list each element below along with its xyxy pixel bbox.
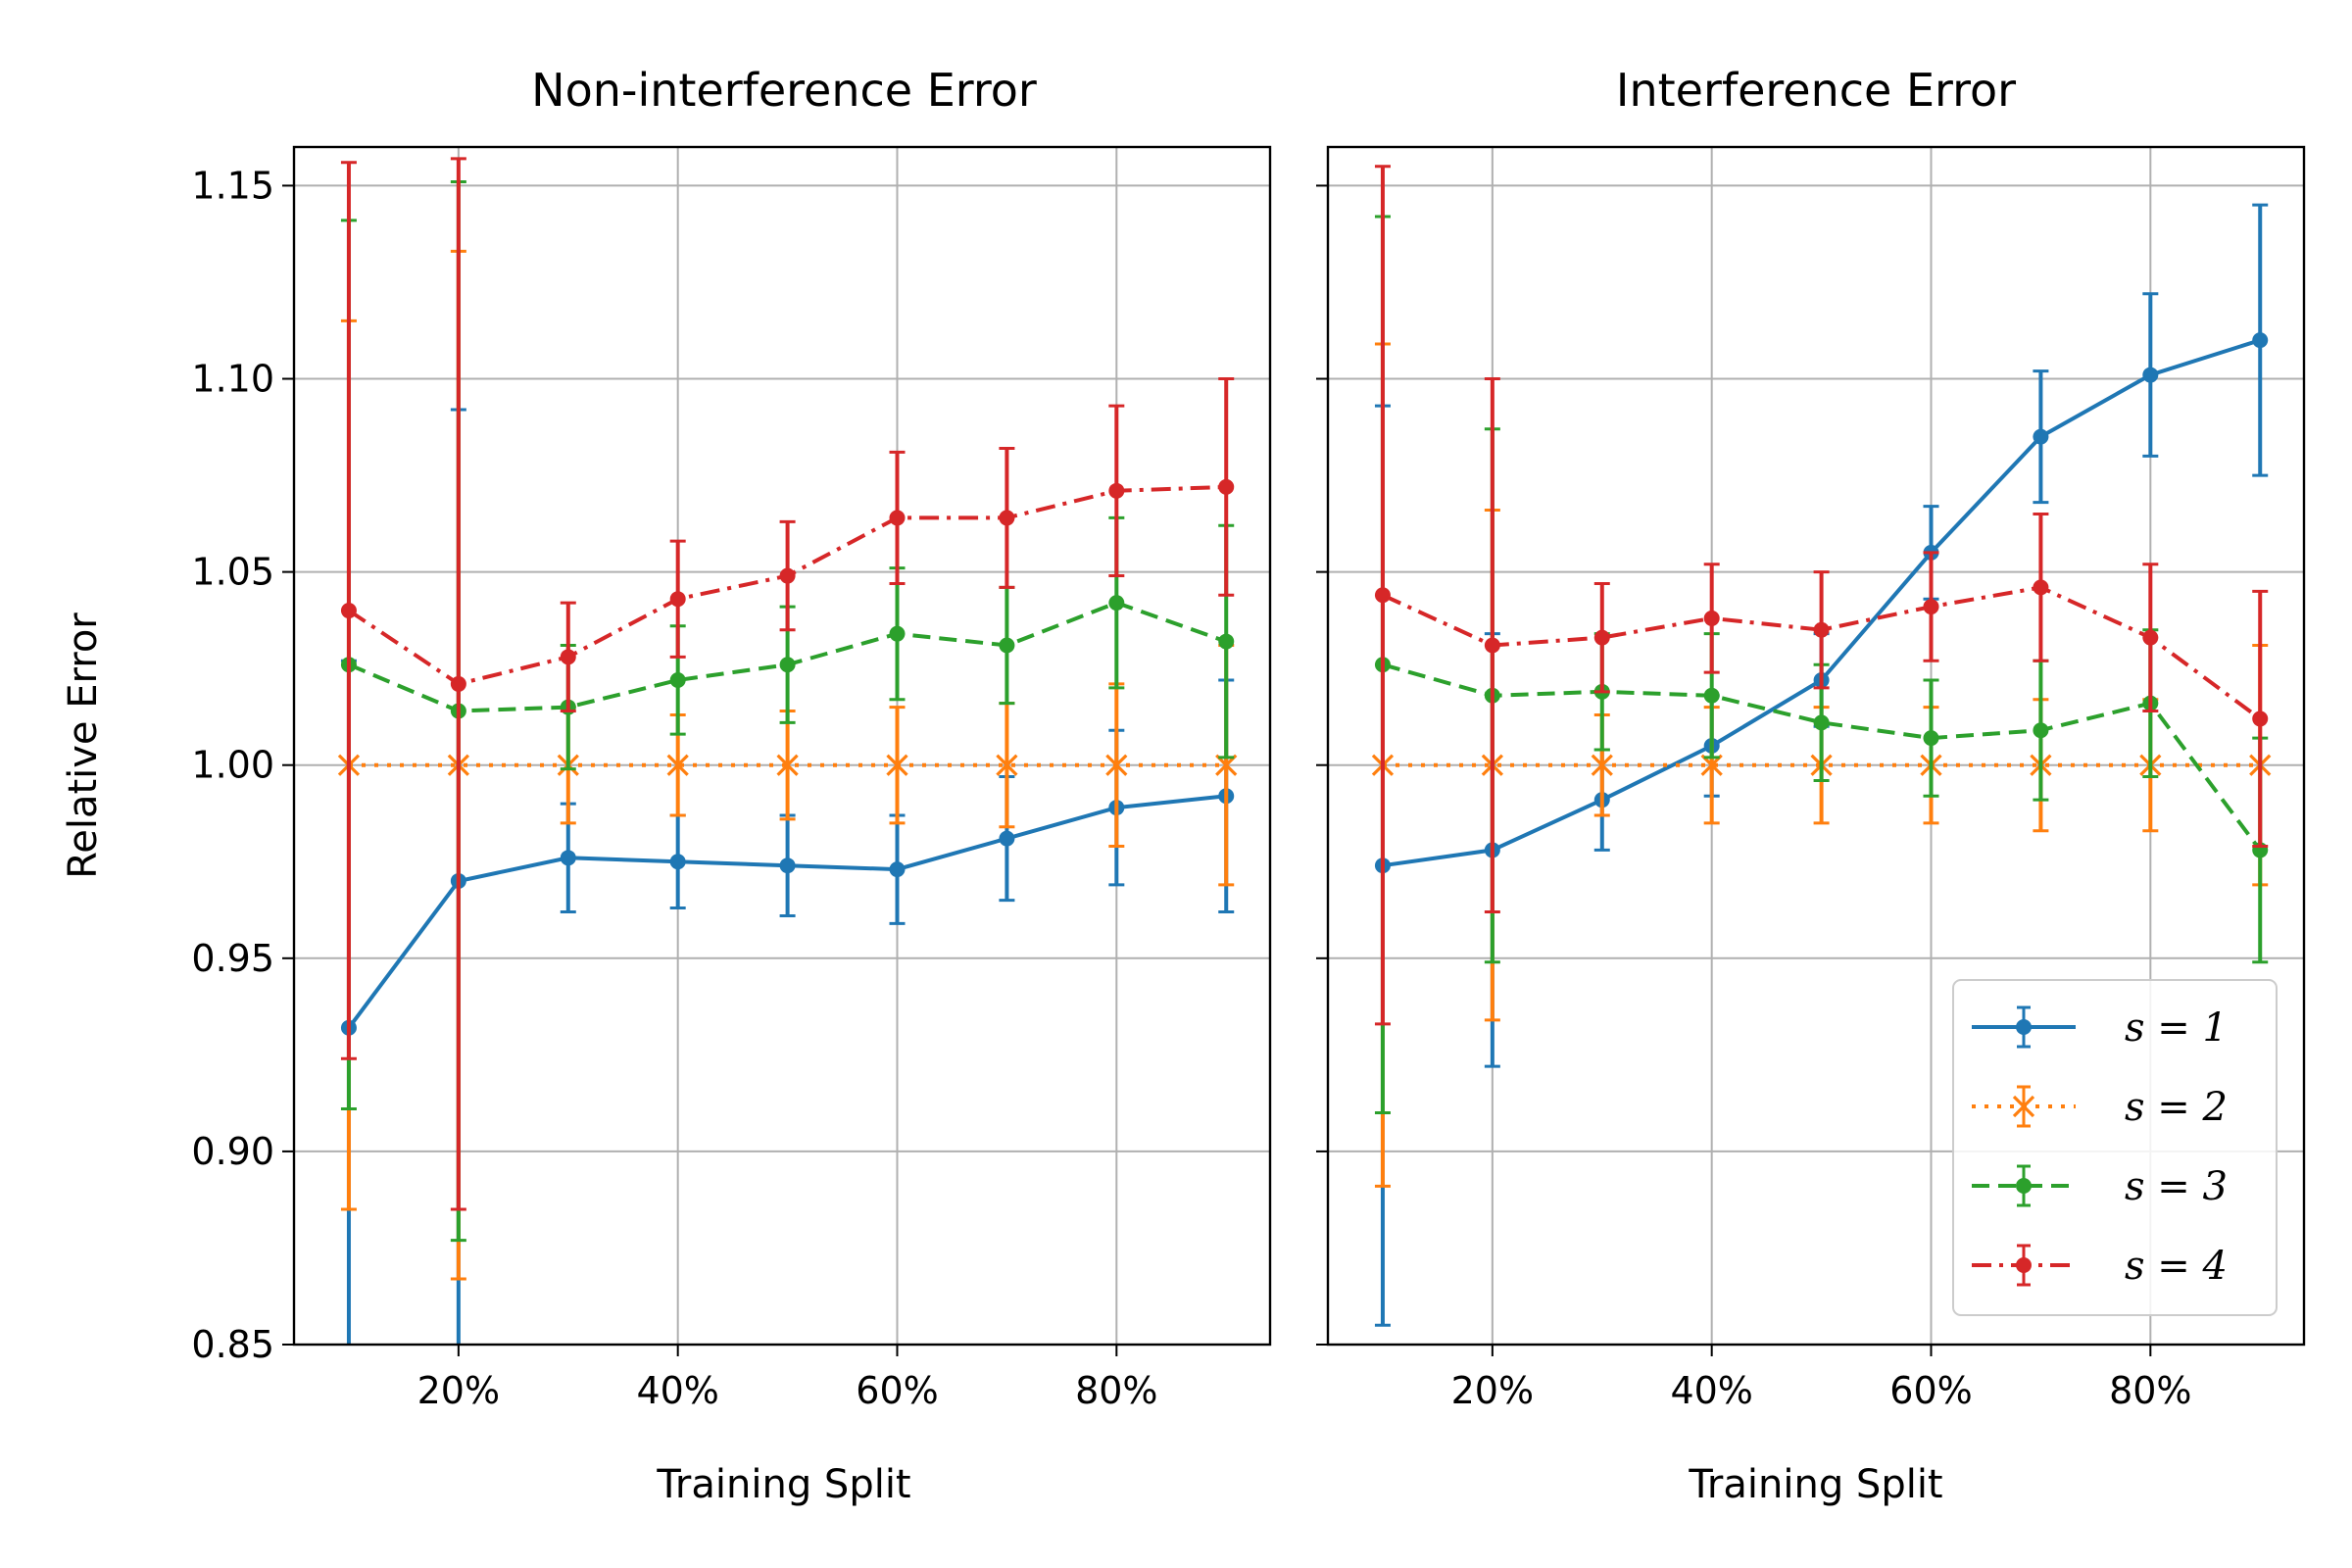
- series-clip: [337, 157, 1238, 1345]
- x-axis-label: Training Split: [656, 1462, 910, 1507]
- x-tick-label: 80%: [2109, 1369, 2191, 1412]
- y-ticks: 0.85 0.90 0.95 1.00 1.05 1.10 1.15: [191, 164, 294, 1366]
- panel-title: Interference Error: [1616, 64, 2016, 117]
- series-s4: [340, 157, 1235, 1211]
- data-point: [1218, 633, 1235, 650]
- data-point: [2033, 428, 2049, 445]
- legend-label: s = 1: [2125, 1005, 2228, 1051]
- data-point: [2033, 722, 2049, 739]
- data-point: [1703, 687, 1720, 704]
- data-point: [560, 850, 576, 866]
- plot-frame: [292, 145, 1272, 1347]
- legend-box: [1952, 979, 2278, 1316]
- data-point: [999, 637, 1015, 654]
- data-point: [889, 861, 906, 878]
- data-point: [666, 754, 689, 776]
- y-tick-label: 1.00: [191, 744, 274, 787]
- legend-label: s = 3: [2125, 1164, 2228, 1209]
- data-point: [340, 603, 357, 619]
- data-point: [669, 671, 686, 688]
- legend-entry-s3: s = 3: [1972, 1164, 2228, 1209]
- x-tick-label: 20%: [417, 1369, 500, 1412]
- data-point: [1591, 754, 1613, 776]
- data-point: [779, 657, 796, 673]
- y-tick-label: 1.15: [191, 164, 274, 207]
- y-tick-label: 1.05: [191, 551, 274, 594]
- series-line: [1382, 585, 2262, 721]
- legend-entry-s1: s = 1: [1972, 1005, 2228, 1051]
- y-axis-label: Relative Error: [61, 612, 106, 879]
- data-point: [1484, 637, 1500, 654]
- data-point: [1703, 610, 1720, 626]
- legend-label: s = 2: [2125, 1085, 2228, 1130]
- data-point: [999, 510, 1015, 526]
- series-line: [1382, 662, 2262, 852]
- data-point: [776, 754, 799, 776]
- legend-entry-s2: s = 2: [1972, 1085, 2228, 1130]
- y-tick-label: 0.90: [191, 1130, 274, 1173]
- legend: s = 1 s = 2 s = 3 s = 4: [1952, 979, 2278, 1316]
- y-tick-label: 1.10: [191, 358, 274, 401]
- data-point: [2252, 332, 2269, 349]
- data-point: [669, 854, 686, 870]
- x-tick-label: 80%: [1075, 1369, 1157, 1412]
- data-point: [2033, 579, 2049, 596]
- data-point: [1923, 599, 1939, 615]
- data-point: [1374, 587, 1391, 604]
- data-point: [889, 625, 906, 642]
- x-ticks: 20% 40% 60% 80%: [417, 1345, 1158, 1412]
- data-point: [1813, 621, 1830, 638]
- y-ticks: [1316, 184, 1328, 1346]
- legend-marker: [2016, 1019, 2032, 1035]
- data-point: [1108, 482, 1125, 499]
- panel-title: Non-interference Error: [531, 64, 1037, 117]
- legend-entry-s4: s = 4: [1972, 1244, 2228, 1289]
- x-tick-label: 40%: [636, 1369, 718, 1412]
- series-clip: [1371, 165, 2272, 1327]
- legend-marker: [2016, 1178, 2032, 1194]
- data-point: [669, 591, 686, 608]
- x-ticks: 20% 40% 60% 80%: [1451, 1345, 2192, 1412]
- series: [1371, 165, 2272, 1327]
- plot-frame: [1326, 145, 2306, 1347]
- data-point: [1108, 595, 1125, 612]
- x-axis-label: Training Split: [1688, 1462, 1942, 1507]
- x-tick-label: 40%: [1670, 1369, 1752, 1412]
- data-point: [779, 858, 796, 874]
- data-point: [999, 830, 1015, 847]
- data-point: [1218, 478, 1235, 495]
- legend-marker: [2012, 1095, 2035, 1118]
- x-tick-label: 60%: [1889, 1369, 1972, 1412]
- data-point: [1813, 714, 1830, 731]
- x-tick-label: 20%: [1451, 1369, 1534, 1412]
- data-point: [1593, 629, 1610, 646]
- data-point: [450, 675, 466, 692]
- data-point: [779, 567, 796, 584]
- data-point: [2142, 367, 2159, 383]
- y-tick-label: 0.95: [191, 937, 274, 980]
- data-point: [996, 754, 1018, 776]
- y-tick-label: 0.85: [191, 1323, 274, 1366]
- series-s4: [1374, 165, 2269, 1026]
- data-point: [560, 649, 576, 665]
- legend-items: s = 1 s = 2 s = 3 s = 4: [1972, 1005, 2228, 1289]
- data-point: [889, 510, 906, 526]
- data-point: [2142, 629, 2159, 646]
- panel-non-interference: Non-interference Error 20% 40% 60% 80% 0.85…: [61, 64, 1272, 1507]
- data-point: [886, 754, 908, 776]
- legend-marker: [2016, 1257, 2032, 1273]
- data-point: [1105, 754, 1128, 776]
- legend-label: s = 4: [2125, 1244, 2228, 1289]
- series: [337, 157, 1238, 1345]
- data-point: [2252, 710, 2269, 727]
- x-tick-label: 60%: [856, 1369, 938, 1412]
- data-point: [1923, 730, 1939, 747]
